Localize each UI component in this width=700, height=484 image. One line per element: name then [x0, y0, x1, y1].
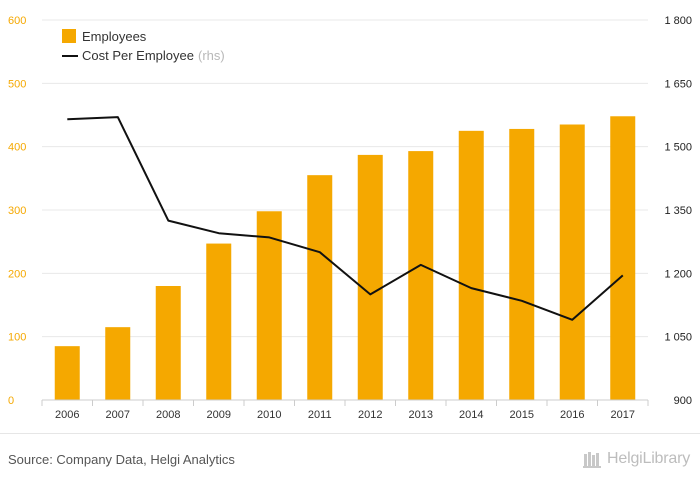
y-right-tick-label: 1 800 [664, 15, 692, 27]
x-axis: 2006 2007 2008 2009 2010 2011 2012 2013 2014 2015… [42, 400, 648, 421]
source-text: Source: Company Data, Helgi Analytics [8, 452, 235, 467]
y-right-tick-label: 1 350 [664, 205, 692, 217]
line-series [67, 117, 623, 320]
x-tick-label: 2016 [560, 409, 584, 421]
y-left-tick-label: 300 [8, 205, 26, 217]
y-right-tick-label: 900 [674, 395, 692, 407]
y-left-tick-label: 400 [8, 142, 26, 154]
legend-swatch-employees [62, 29, 76, 43]
y-right-tick-label: 1 200 [664, 268, 692, 280]
y-right-tick-label: 1 050 [664, 332, 692, 344]
x-tick-label: 2006 [55, 409, 79, 421]
legend: Employees Cost Per Employee(rhs) [62, 29, 225, 63]
x-tick-label: 2014 [459, 409, 483, 421]
x-tick-label: 2007 [106, 409, 130, 421]
y-left-tick-label: 100 [8, 332, 26, 344]
bar-employees [206, 244, 231, 400]
bar-employees [358, 155, 383, 400]
grid-lines [42, 20, 648, 337]
bar-employees [156, 286, 181, 400]
bar-employees [610, 116, 635, 400]
y-left-tick-label: 200 [8, 268, 26, 280]
bar-employees [307, 175, 332, 400]
footer: Source: Company Data, Helgi Analytics He… [0, 433, 700, 484]
x-tick-label: 2010 [257, 409, 281, 421]
y-right-tick-label: 1 650 [664, 78, 692, 90]
x-tick-label: 2017 [611, 409, 635, 421]
x-tick-label: 2009 [207, 409, 231, 421]
logo-text: HelgiLibrary [607, 450, 690, 468]
helgi-library-logo[interactable]: HelgiLibrary [583, 447, 690, 471]
y-axis-right: 900 1 050 1 200 1 350 1 500 1 650 1 800 [664, 15, 692, 407]
bar-employees [459, 131, 484, 400]
bar-employees [105, 327, 130, 400]
line-cost-per-employee [67, 117, 623, 320]
chart: 2006 2007 2008 2009 2010 2011 2012 2013 2014 2015… [0, 0, 700, 433]
x-tick-label: 2008 [156, 409, 180, 421]
bar-employees [560, 125, 585, 401]
bar-employees [408, 151, 433, 400]
x-tick-label: 2015 [510, 409, 534, 421]
legend-label-employees: Employees [82, 29, 147, 44]
library-icon [583, 450, 603, 468]
y-right-tick-label: 1 500 [664, 142, 692, 154]
y-left-tick-label: 500 [8, 78, 26, 90]
x-tick-label: 2011 [308, 409, 332, 421]
bar-employees [55, 346, 80, 400]
x-tick-label: 2012 [358, 409, 382, 421]
bar-series [55, 116, 636, 400]
legend-label-cost: Cost Per Employee(rhs) [82, 48, 225, 63]
y-left-tick-label: 600 [8, 15, 26, 27]
y-left-tick-label: 0 [8, 395, 14, 407]
x-tick-label: 2013 [409, 409, 433, 421]
y-axis-left: 0 100 200 300 400 500 600 [8, 15, 26, 407]
bar-employees [509, 129, 534, 400]
